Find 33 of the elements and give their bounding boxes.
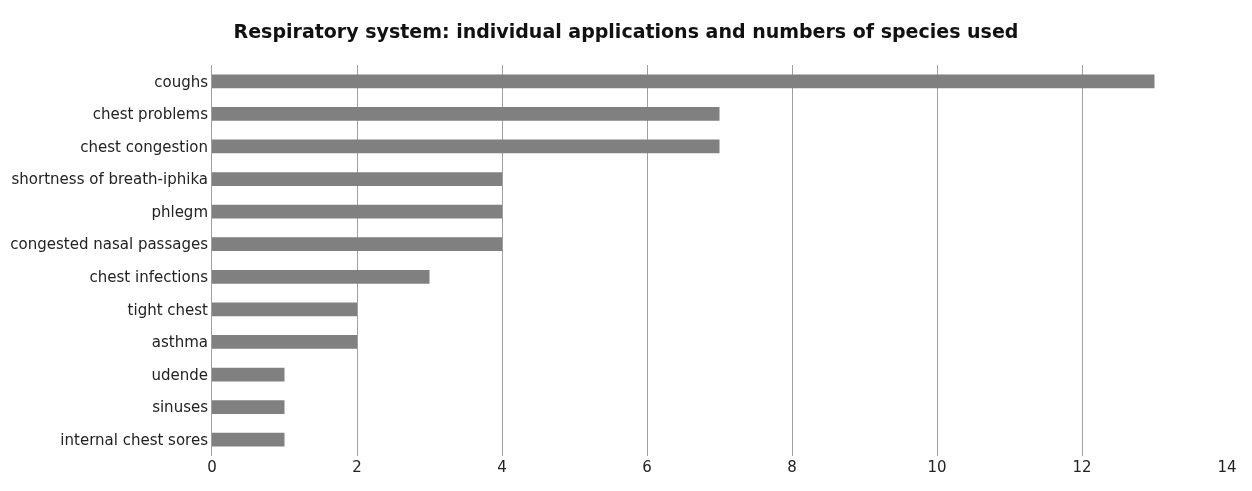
bar: [212, 139, 720, 154]
x-tick-label: 2: [352, 458, 362, 476]
y-tick-label: asthma: [151, 333, 208, 352]
bar: [212, 367, 285, 382]
x-tick-label: 0: [207, 458, 217, 476]
bar: [212, 74, 1155, 89]
bar: [212, 400, 285, 414]
bar: [212, 237, 502, 252]
x-tick-label: 6: [642, 458, 652, 476]
bar: [212, 204, 502, 219]
y-tick-label: phlegm: [151, 202, 208, 221]
bar: [212, 335, 357, 349]
bar: [212, 107, 720, 121]
bar: [212, 172, 502, 186]
bar: [212, 269, 430, 284]
y-tick-label: sinuses: [152, 398, 209, 417]
y-tick-label: shortness of breath-iphika: [11, 170, 208, 189]
x-tick-label: 14: [1217, 458, 1237, 476]
y-tick-label: chest problems: [92, 105, 209, 124]
y-tick-label: udende: [151, 365, 208, 384]
y-tick-label: chest infections: [89, 268, 209, 287]
x-tick-label: 8: [787, 458, 797, 476]
bar: [212, 432, 285, 447]
bar: [212, 302, 357, 317]
y-tick-label: chest congestion: [80, 137, 208, 156]
y-tick-label: congested nasal passages: [10, 235, 209, 254]
x-tick-label: 10: [927, 458, 947, 476]
x-tick-label: 4: [497, 458, 507, 476]
y-tick-label: tight chest: [127, 300, 209, 319]
x-tick-label: 12: [1072, 458, 1092, 476]
y-tick-label: internal chest sores: [60, 430, 209, 449]
y-tick-label: coughs: [154, 72, 209, 91]
chart-title: Respiratory system: individual applications and numbers of species used: [233, 19, 1019, 42]
